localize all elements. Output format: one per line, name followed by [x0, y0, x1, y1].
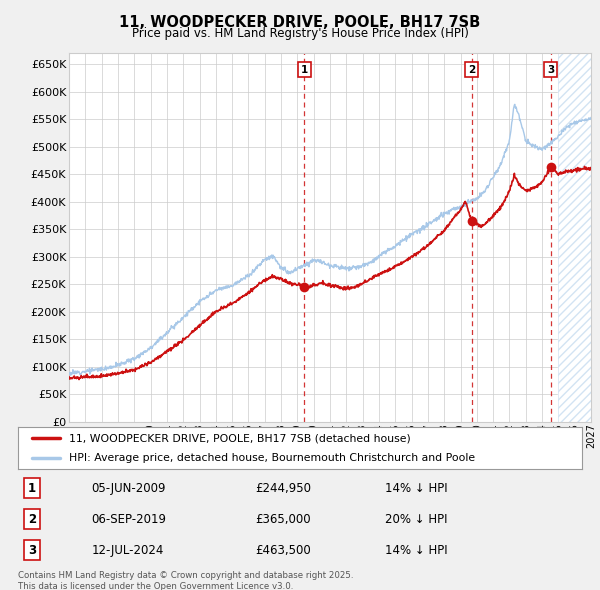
Text: 11, WOODPECKER DRIVE, POOLE, BH17 7SB: 11, WOODPECKER DRIVE, POOLE, BH17 7SB: [119, 15, 481, 30]
Text: £463,500: £463,500: [255, 544, 311, 557]
Text: 20% ↓ HPI: 20% ↓ HPI: [385, 513, 447, 526]
Text: Contains HM Land Registry data © Crown copyright and database right 2025.
This d: Contains HM Land Registry data © Crown c…: [18, 571, 353, 590]
Text: 05-JUN-2009: 05-JUN-2009: [91, 481, 166, 494]
Text: 14% ↓ HPI: 14% ↓ HPI: [385, 544, 447, 557]
Text: Price paid vs. HM Land Registry's House Price Index (HPI): Price paid vs. HM Land Registry's House …: [131, 27, 469, 40]
Text: 2: 2: [28, 513, 36, 526]
Text: 3: 3: [547, 65, 554, 75]
Text: 12-JUL-2024: 12-JUL-2024: [91, 544, 164, 557]
Text: 3: 3: [28, 544, 36, 557]
Text: 2: 2: [468, 65, 475, 75]
Text: 1: 1: [28, 481, 36, 494]
Text: £244,950: £244,950: [255, 481, 311, 494]
Text: 06-SEP-2019: 06-SEP-2019: [91, 513, 166, 526]
Text: £365,000: £365,000: [255, 513, 311, 526]
Text: HPI: Average price, detached house, Bournemouth Christchurch and Poole: HPI: Average price, detached house, Bour…: [69, 453, 475, 463]
Text: 11, WOODPECKER DRIVE, POOLE, BH17 7SB (detached house): 11, WOODPECKER DRIVE, POOLE, BH17 7SB (d…: [69, 433, 410, 443]
Text: 1: 1: [301, 65, 308, 75]
Text: 14% ↓ HPI: 14% ↓ HPI: [385, 481, 447, 494]
